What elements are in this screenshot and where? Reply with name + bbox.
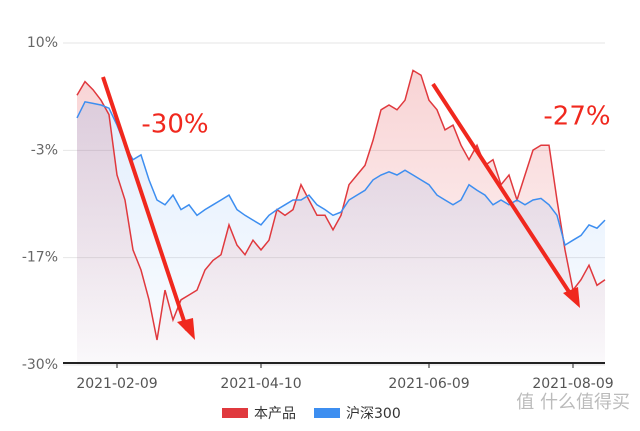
x-tick-label: 2021-06-09 <box>388 376 469 392</box>
area <box>77 101 605 366</box>
watermark: 值 什么值得买 <box>516 392 630 413</box>
arrow <box>101 76 189 331</box>
arrow <box>431 82 575 300</box>
x-tick-label: 2021-02-09 <box>76 376 157 392</box>
y-tick-label: -17% <box>22 250 58 266</box>
arrow-head <box>177 318 195 340</box>
y-tick-label: -3% <box>31 142 58 158</box>
annotation: -27% <box>543 102 610 132</box>
annotation: -30% <box>141 110 208 140</box>
arrow-head <box>563 287 580 308</box>
legend-swatch <box>314 408 340 418</box>
legend-label: 沪深300 <box>346 406 401 422</box>
x-tick-label: 2021-04-10 <box>220 376 301 392</box>
x-tick-label: 2021-08-09 <box>532 376 613 392</box>
legend-swatch <box>222 408 248 418</box>
y-tick-label: -30% <box>22 357 58 373</box>
legend-label: 本产品 <box>254 406 296 422</box>
y-tick-label: 10% <box>27 35 58 51</box>
line <box>76 100 606 247</box>
